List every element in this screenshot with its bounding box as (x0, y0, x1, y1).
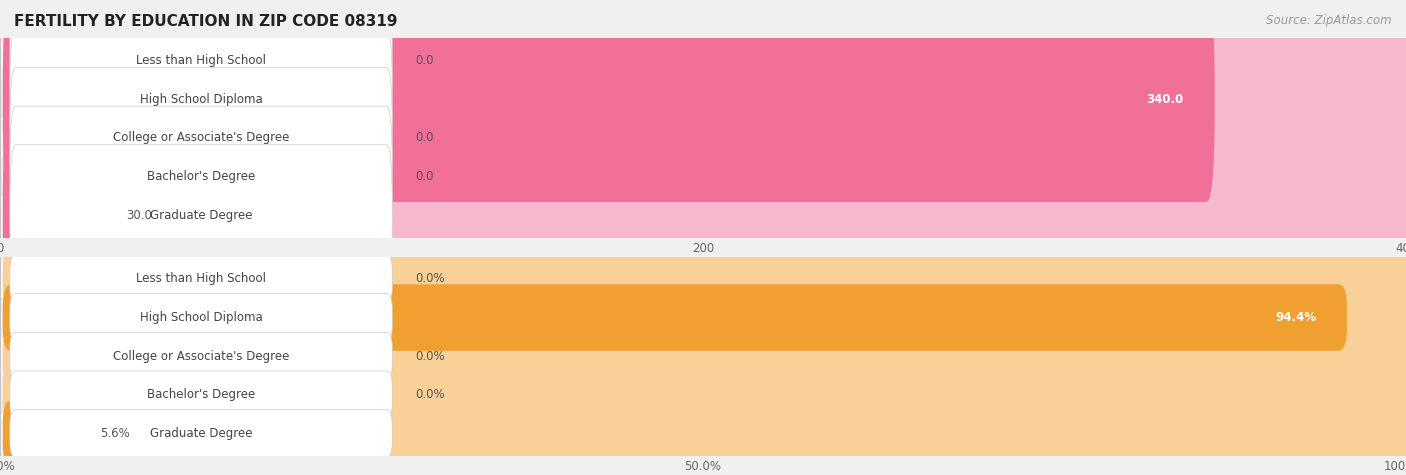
Text: Graduate Degree: Graduate Degree (150, 427, 252, 440)
Text: 340.0: 340.0 (1147, 93, 1184, 105)
FancyBboxPatch shape (3, 0, 1215, 202)
FancyBboxPatch shape (3, 74, 1406, 279)
Text: Less than High School: Less than High School (136, 54, 266, 67)
FancyBboxPatch shape (3, 35, 1406, 241)
FancyBboxPatch shape (3, 0, 1406, 163)
Bar (0, 196, 1406, 234)
FancyBboxPatch shape (10, 67, 392, 208)
FancyBboxPatch shape (10, 409, 392, 457)
Text: 30.0: 30.0 (127, 209, 152, 221)
Text: 0.0%: 0.0% (415, 350, 444, 363)
FancyBboxPatch shape (3, 0, 1406, 202)
FancyBboxPatch shape (3, 112, 125, 318)
Text: 0.0: 0.0 (415, 54, 433, 67)
FancyBboxPatch shape (3, 361, 1406, 428)
FancyBboxPatch shape (3, 400, 98, 467)
Text: 0.0%: 0.0% (415, 389, 444, 401)
Bar (0, 376, 1406, 414)
Bar (0, 41, 1406, 80)
Text: 5.6%: 5.6% (100, 427, 129, 440)
FancyBboxPatch shape (3, 400, 1406, 467)
Text: 0.0%: 0.0% (415, 273, 444, 285)
Text: 94.4%: 94.4% (1275, 311, 1316, 324)
Bar (0, 337, 1406, 376)
Text: Less than High School: Less than High School (136, 273, 266, 285)
FancyBboxPatch shape (10, 145, 392, 285)
Text: FERTILITY BY EDUCATION IN ZIP CODE 08319: FERTILITY BY EDUCATION IN ZIP CODE 08319 (14, 14, 398, 29)
Text: Source: ZipAtlas.com: Source: ZipAtlas.com (1267, 14, 1392, 27)
Bar (0, 118, 1406, 157)
Text: 0.0: 0.0 (415, 131, 433, 144)
FancyBboxPatch shape (3, 285, 1347, 351)
FancyBboxPatch shape (10, 255, 392, 303)
FancyBboxPatch shape (10, 106, 392, 247)
FancyBboxPatch shape (3, 246, 1406, 312)
Text: Bachelor's Degree: Bachelor's Degree (148, 389, 254, 401)
Text: 0.0: 0.0 (415, 170, 433, 183)
Text: Graduate Degree: Graduate Degree (150, 209, 252, 221)
Text: High School Diploma: High School Diploma (139, 93, 263, 105)
FancyBboxPatch shape (10, 371, 392, 419)
Bar (0, 414, 1406, 453)
FancyBboxPatch shape (10, 29, 392, 170)
FancyBboxPatch shape (10, 0, 392, 131)
Bar (0, 157, 1406, 196)
Text: College or Associate's Degree: College or Associate's Degree (112, 131, 290, 144)
Text: College or Associate's Degree: College or Associate's Degree (112, 350, 290, 363)
Text: Bachelor's Degree: Bachelor's Degree (148, 170, 254, 183)
FancyBboxPatch shape (3, 323, 1406, 389)
FancyBboxPatch shape (3, 285, 1406, 351)
Bar (0, 298, 1406, 337)
FancyBboxPatch shape (3, 112, 1406, 318)
FancyBboxPatch shape (10, 294, 392, 342)
Bar (0, 80, 1406, 118)
Bar (0, 260, 1406, 298)
FancyBboxPatch shape (10, 332, 392, 380)
Text: High School Diploma: High School Diploma (139, 311, 263, 324)
